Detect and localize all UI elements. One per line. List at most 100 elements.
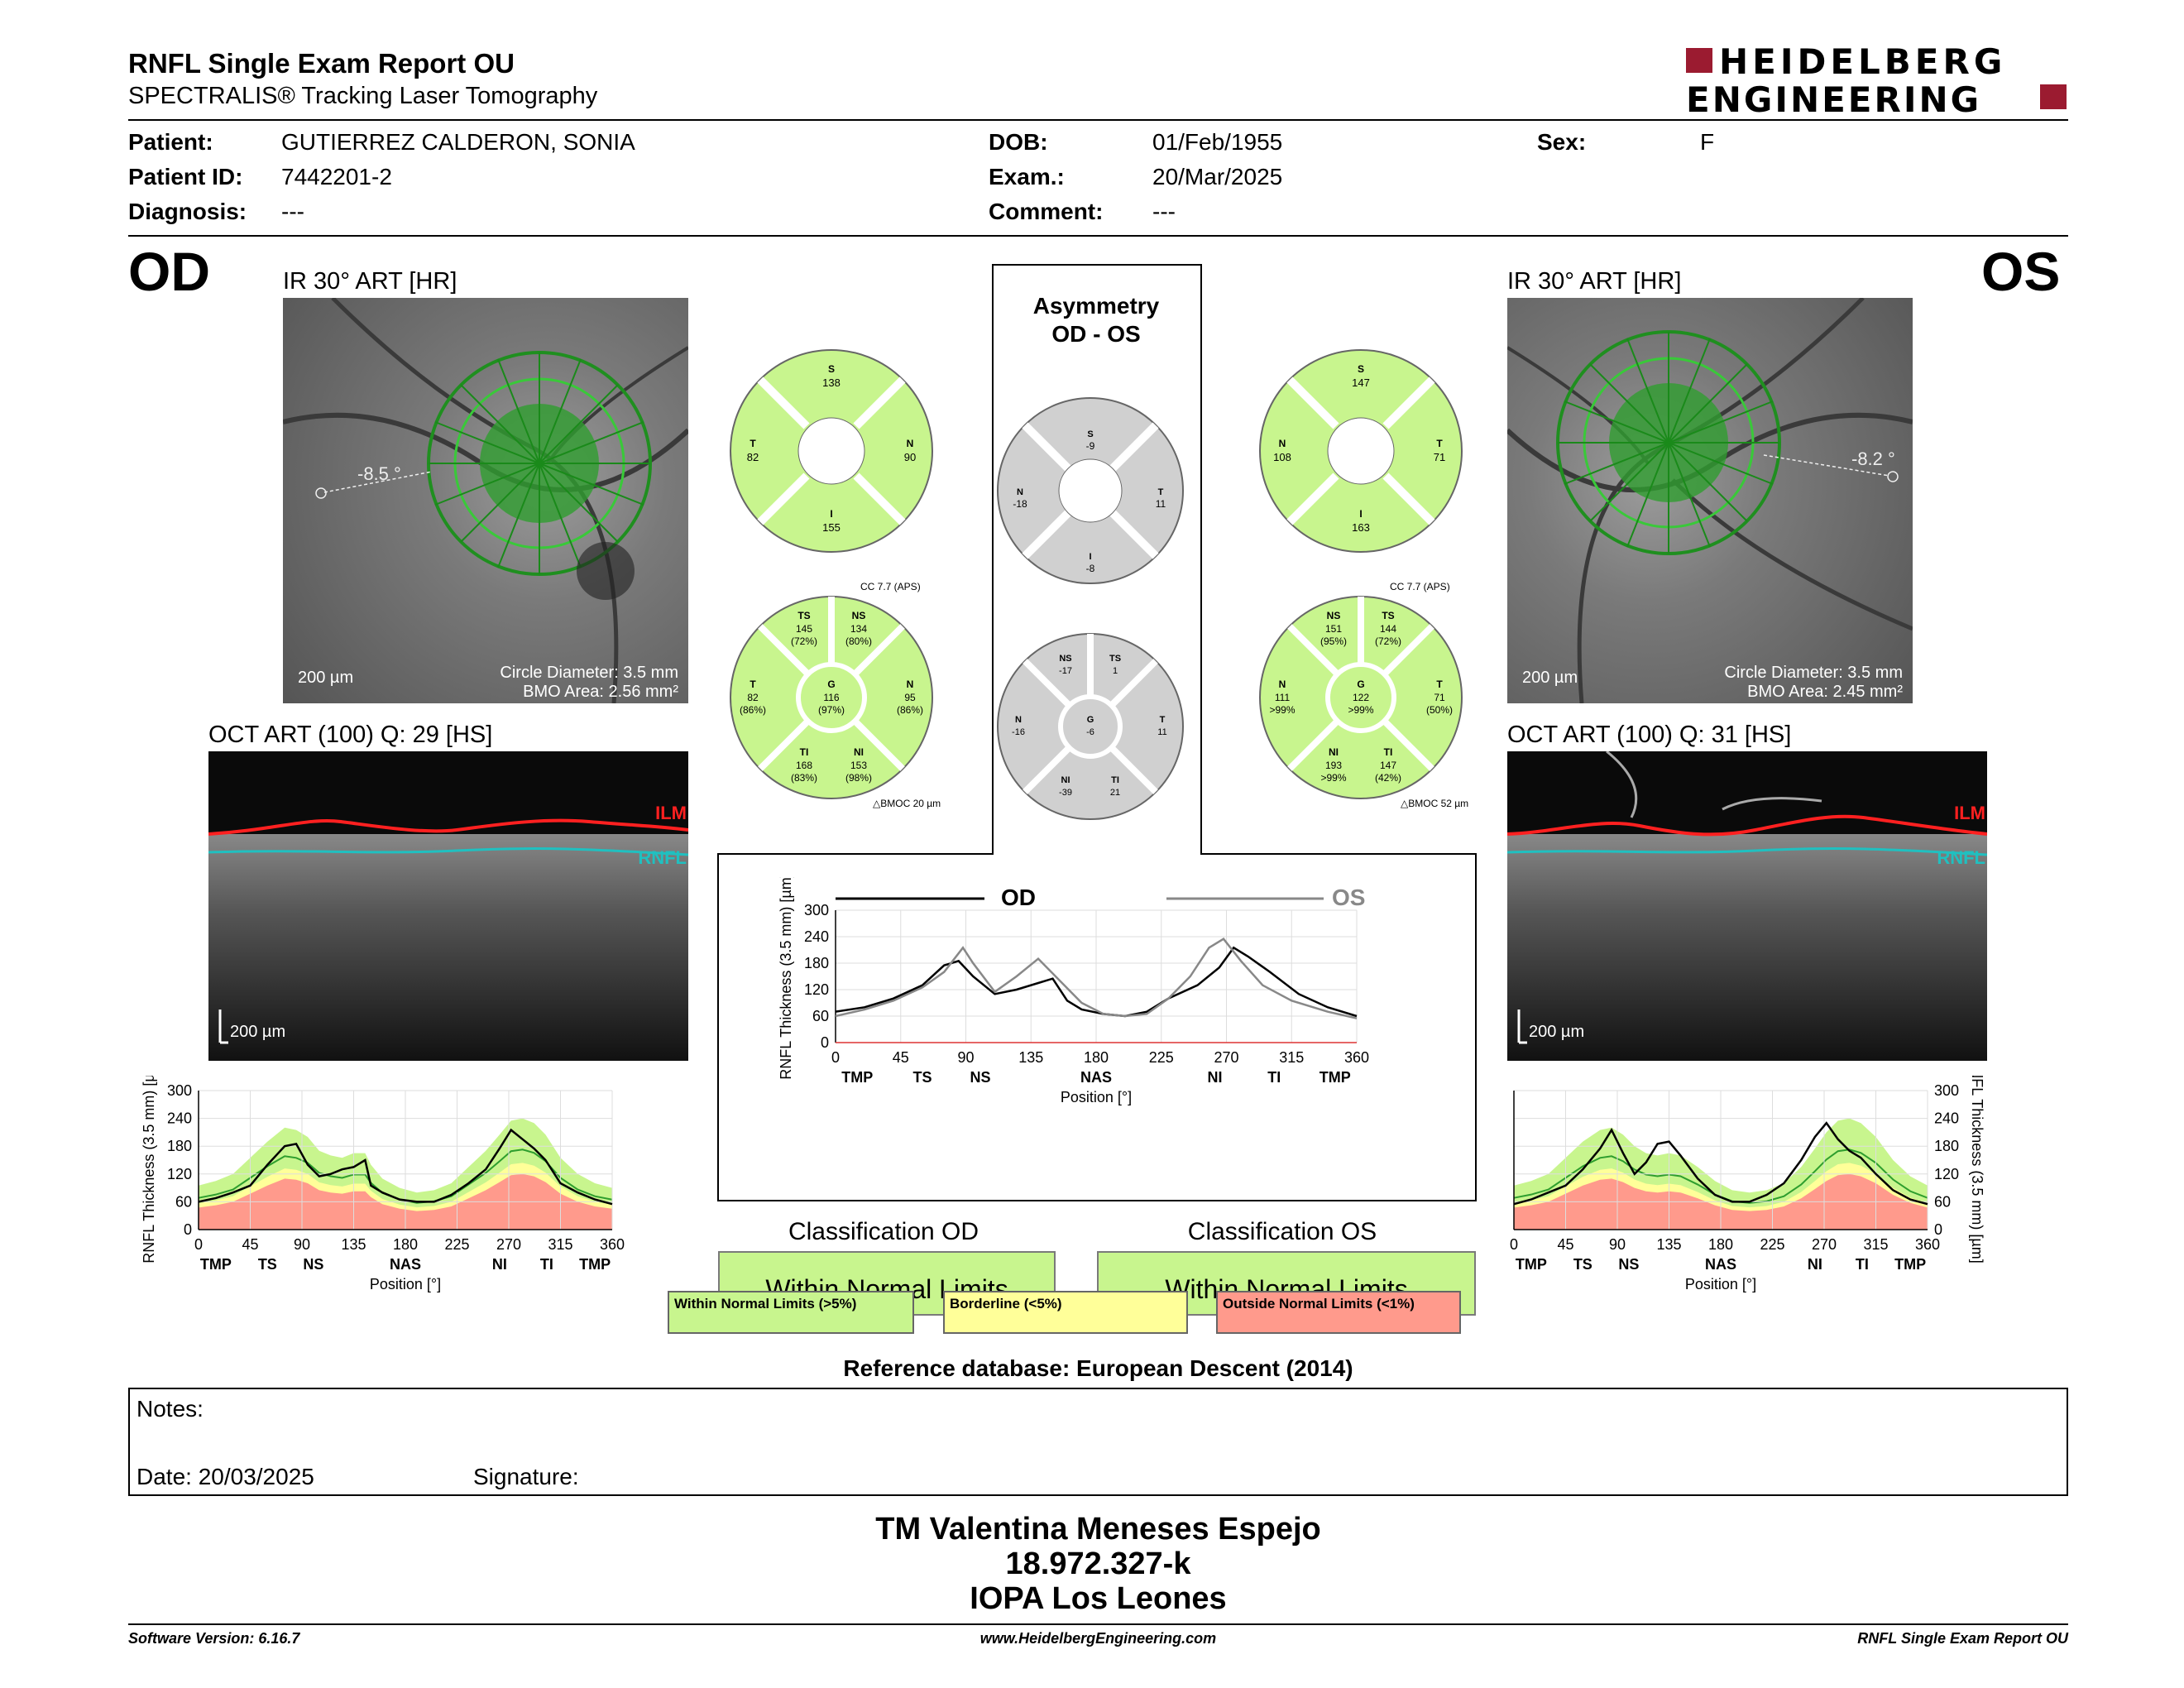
signer-name: TM Valentina Meneses Espejo [875,1512,1321,1547]
od-quad-n-value: 90 [904,451,916,463]
os-quad-t-value: 71 [1434,451,1445,463]
region-label: TI [1856,1256,1869,1273]
os-bmoc-label: △BMOC 52 µm [1401,798,1469,809]
y-tick-label: 180 [804,955,829,971]
y-tick-label: 240 [1934,1110,1959,1127]
os-tsnit-chart: 0 60 120 180 240 300 0 45 90 135 180 225 270 315 360 TM… [1510,1076,1985,1292]
od-ts-value: 145 [796,623,812,635]
os-g-value: 122 [1353,692,1369,703]
region-label: TMP [200,1256,232,1273]
os-eye-label: OS [1981,241,2061,302]
od-ir-fundus-image: -8.5 ° 200 µm Circle Diameter: 3.5 mm BM… [283,298,688,703]
series-line-0 [198,1128,613,1206]
os-ni-pct: >99% [1320,772,1346,784]
x-tick-label: 0 [1510,1236,1518,1253]
region-label: TMP [841,1069,873,1086]
od-ns-value: 134 [850,623,867,635]
os-ts-value: 144 [1380,623,1396,635]
region-label: NAS [390,1256,421,1273]
os-quadrant-circle: S 147 N 108 T 71 I 163 [1259,349,1463,553]
x-tick-label: 0 [194,1236,203,1253]
asym-quad-t: 11 [1156,498,1166,510]
report-name-footer: RNFL Single Exam Report OU [1857,1630,2068,1647]
asym-sector-circle: NS -17 TS 1 N -16 G -6 T 11 NI -39 TI 21 [997,633,1184,820]
sex-label: Sex: [1537,129,1587,155]
dob-value: 01/Feb/1955 [1152,129,1283,155]
legend-normal: Within Normal Limits (>5%) [668,1291,914,1334]
y-tick-label: 300 [1934,1082,1959,1099]
svg-text:N: N [1015,715,1022,725]
x-tick-label: 225 [444,1236,469,1253]
svg-text:NS: NS [1059,654,1071,664]
od-g-pct: (97%) [818,704,845,716]
od-circle-diameter: Circle Diameter: 3.5 mm [500,664,678,682]
os-ns-pct: (95%) [1320,635,1347,647]
os-oct-overlay [1507,751,1987,1061]
svg-text:TS: TS [1109,654,1121,664]
od-oct-caption: OCT ART (100) Q: 29 [HS] [208,722,493,748]
os-ir-fundus-image: -8.2 ° 200 µm Circle Diameter: 3.5 mm BM… [1507,298,1913,703]
region-label: TI [540,1256,553,1273]
patient-id: 7442201-2 [281,164,392,189]
svg-text:N: N [907,679,914,690]
x-tick-label: 45 [893,1049,909,1066]
asym-quad-i: -8 [1086,563,1095,574]
heidelberg-logo: HEIDELBERG ENGINEERING [1686,41,2068,120]
y-tick-label: 240 [167,1110,192,1127]
od-ts-pct: (72%) [791,635,817,647]
asym-ts: 1 [1113,666,1118,676]
x-tick-label: 315 [1279,1049,1304,1066]
region-label: NS [970,1069,990,1086]
od-quad-s-label: S [828,363,835,375]
logo-square-icon [2040,84,2067,109]
date-label: Date: 20/03/2025 [136,1464,314,1489]
x-tick-label: 90 [294,1236,310,1253]
od-ni-pct: (98%) [845,772,872,784]
x-tick-label: 90 [957,1049,974,1066]
y-axis-label: RNFL Thickness (3.5 mm) [µm] [778,877,794,1080]
od-fundus-overlay [283,298,688,703]
os-ns-value: 151 [1325,623,1342,635]
y-tick-label: 0 [1934,1221,1942,1238]
series-line-OD [835,946,1358,1018]
os-cc-label: CC 7.7 (APS) [1390,581,1450,592]
diagnosis-label: Diagnosis: [128,199,247,224]
y-tick-label: 120 [804,981,829,998]
x-tick-label: 225 [1149,1049,1174,1066]
od-eye-label: OD [128,241,210,302]
x-tick-label: 270 [496,1236,521,1253]
od-oct-bscan-image: ILM RNFL 200 µm [208,751,688,1061]
website-link[interactable]: www.HeidelbergEngineering.com [979,1630,1217,1647]
od-ti-value: 168 [796,760,812,771]
x-axis-label: Position [°] [370,1276,441,1292]
asym-g: -6 [1086,727,1094,737]
os-scale-bar: 200 µm [1522,669,1578,687]
os-oct-scale: 200 µm [1529,1023,1585,1041]
region-label: NAS [1080,1069,1112,1086]
od-ni-value: 153 [850,760,867,771]
exam-label: Exam.: [989,164,1065,189]
asym-ni: -39 [1059,788,1072,798]
notes-box[interactable]: Notes: Date: 20/03/2025 Signature: [128,1388,2068,1496]
svg-text:NI: NI [854,746,864,758]
y-axis-label: RNFL Thickness (3.5 mm) [µm] [1969,1076,1985,1264]
os-ilm-label: ILM [1954,803,1985,823]
y-tick-label: 300 [804,902,829,918]
od-n-value: 95 [904,692,916,703]
y-tick-label: 120 [1934,1166,1959,1182]
svg-text:NS: NS [1327,610,1341,621]
os-g-pct: >99% [1348,704,1373,716]
od-quad-t-value: 82 [747,451,759,463]
svg-text:TI: TI [800,746,809,758]
x-tick-label: 45 [242,1236,258,1253]
asym-tsnit-chart: 0 60 120 180 240 300 0 45 90 135 180 225 270 315 360 TM… [778,877,1369,1105]
asymmetry-subtitle: OD - OS [1051,321,1141,347]
asym-ti: 21 [1110,788,1120,798]
od-bmo-area: BMO Area: 2.56 mm² [523,683,678,701]
patient-label: Patient: [128,129,213,155]
x-tick-label: 135 [1018,1049,1043,1066]
os-angle-label: -8.2 ° [1851,448,1895,469]
y-tick-label: 120 [167,1166,192,1182]
svg-text:G: G [827,679,835,690]
os-quad-n-value: 108 [1273,451,1291,463]
